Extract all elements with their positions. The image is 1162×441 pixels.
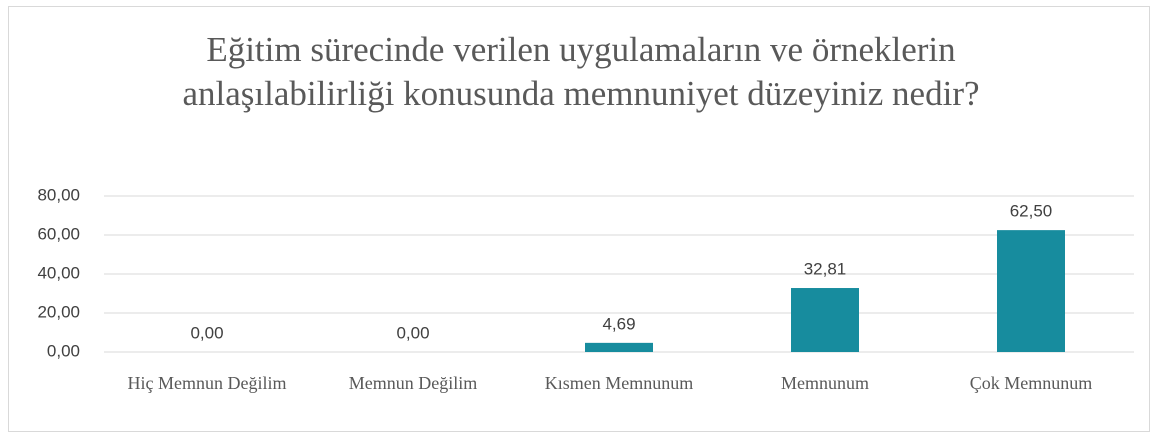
x-tick-label: Memnunum [781, 373, 869, 393]
value-label: 32,81 [804, 260, 847, 279]
chart-frame [8, 6, 1150, 432]
bar [585, 342, 653, 352]
value-label: 4,69 [602, 314, 635, 333]
x-tick-label: Memnun Değilim [348, 373, 478, 393]
x-tick-label: Çok Memnunum [969, 373, 1093, 393]
y-tick-label: 40,00 [37, 263, 80, 282]
y-tick-label: 60,00 [37, 224, 80, 243]
bar [997, 230, 1065, 352]
value-label: 62,50 [1010, 202, 1053, 221]
y-tick-label: 80,00 [37, 185, 80, 204]
x-tick-label: Kısmen Memnunum [544, 373, 694, 393]
x-tick-label: Hiç Memnun Değilim [127, 373, 287, 393]
value-label: 0,00 [190, 323, 223, 342]
y-tick-label: 0,00 [47, 341, 80, 360]
y-tick-label: 20,00 [37, 302, 80, 321]
chart-title: Eğitim sürecinde verilen uygulamaların v… [182, 30, 980, 113]
value-label: 0,00 [396, 323, 429, 342]
bar [791, 288, 859, 352]
